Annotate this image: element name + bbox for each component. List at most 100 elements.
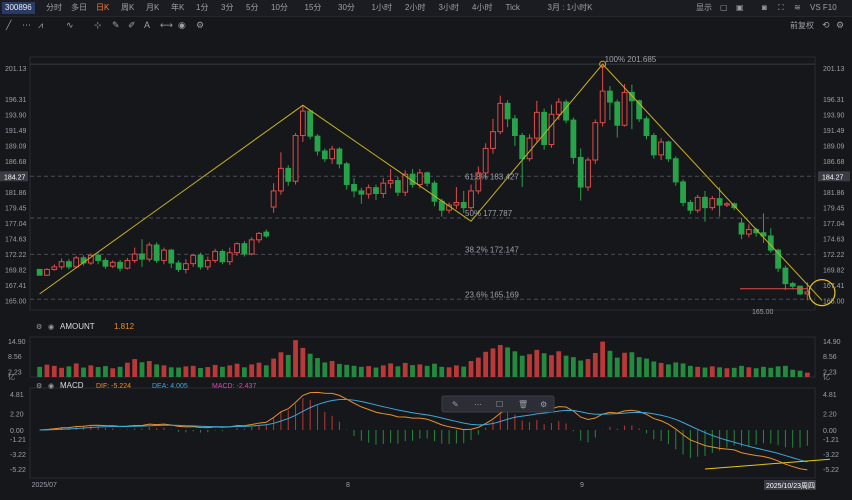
- macd-tick-left: -3.22: [10, 452, 26, 459]
- price-tick-right: 181.86: [823, 190, 845, 197]
- settings-icon[interactable]: ⚙: [836, 20, 845, 30]
- macd-dif-label: DIF: -5.224: [96, 383, 131, 390]
- fib-label: 100% 201.685: [605, 55, 657, 64]
- display-label[interactable]: 显示: [696, 3, 712, 12]
- measure-icon[interactable]: ⟷: [160, 20, 173, 30]
- amount-bar: [658, 362, 664, 377]
- candle-body: [373, 187, 379, 194]
- amount-bar: [483, 351, 489, 377]
- candle-body: [607, 90, 613, 103]
- timeframe-tab[interactable]: 月K: [146, 3, 160, 12]
- macd-tick-left: 4.81: [10, 392, 24, 399]
- macd-dea-label: DEA: 4.005: [152, 383, 188, 390]
- layout-icon[interactable]: ▣: [736, 3, 744, 12]
- macd-trend-line: [704, 458, 831, 470]
- amount-bar: [695, 366, 701, 377]
- amount-bar: [804, 372, 810, 377]
- text-icon[interactable]: A: [144, 20, 151, 30]
- timeframe-tab[interactable]: 15分: [304, 3, 322, 12]
- window-icon[interactable]: ▢: [720, 3, 728, 12]
- candle-body: [58, 261, 65, 268]
- candle-body: [175, 262, 182, 270]
- brush-icon[interactable]: ✐: [128, 20, 136, 30]
- refresh-icon[interactable]: ⟲: [822, 20, 830, 30]
- timeframe-tab[interactable]: 4小时: [472, 3, 493, 12]
- horizontal-line-icon[interactable]: ⋯: [22, 20, 31, 30]
- camera-icon[interactable]: ◙: [762, 3, 767, 12]
- timeframe-tab[interactable]: 5分: [246, 3, 259, 12]
- current-price-right: 184.27: [822, 174, 844, 181]
- amount-bar: [600, 341, 606, 377]
- amount-bar: [432, 363, 437, 377]
- candle-body: [241, 243, 248, 255]
- eye-icon[interactable]: ◉: [178, 20, 186, 30]
- amount-bar: [622, 352, 627, 377]
- candle-body: [321, 150, 328, 160]
- amount-bar: [337, 363, 342, 377]
- timeframe-tab[interactable]: 周K: [121, 3, 135, 12]
- candle-body: [687, 201, 694, 211]
- candle-body: [724, 203, 730, 206]
- amount-tick-right: 2.23: [823, 370, 837, 377]
- amount-bar: [541, 353, 547, 377]
- timeframe-tab[interactable]: 3分: [221, 3, 234, 12]
- layers-icon[interactable]: ≋: [794, 3, 801, 12]
- floating-tool-icon: ⋯: [474, 400, 482, 409]
- candle-body: [131, 253, 138, 261]
- crosshair-icon[interactable]: ⊹: [94, 20, 102, 30]
- timeframe-tab[interactable]: 分时: [46, 3, 62, 12]
- amount-bar: [168, 367, 174, 377]
- amount-bar: [161, 365, 167, 377]
- candle-body: [182, 263, 189, 270]
- candle-body: [248, 239, 255, 255]
- adjust-label[interactable]: 前复权: [790, 21, 814, 30]
- amount-bar: [651, 361, 657, 377]
- timeframe-tab[interactable]: 3月 : 1小时K: [547, 3, 593, 12]
- price-tick-right: 189.09: [823, 143, 845, 150]
- candle-body: [738, 222, 745, 235]
- macd-floating-toolbar: [441, 395, 555, 413]
- price-tick-right: 174.63: [823, 236, 845, 243]
- amount-bar: [307, 353, 313, 377]
- candle-body: [533, 111, 540, 139]
- candle-body: [190, 254, 197, 265]
- amount-panel: [29, 336, 816, 378]
- amount-bar: [629, 352, 635, 377]
- timeframe-tab[interactable]: 1分: [196, 3, 209, 12]
- candle-body: [519, 135, 526, 160]
- right-tags[interactable]: VS F10: [810, 3, 837, 12]
- timeframe-tab[interactable]: 3小时: [438, 3, 459, 12]
- candle-body: [599, 90, 606, 124]
- candle-body: [658, 141, 665, 156]
- candle-body: [329, 148, 336, 160]
- candle-body: [66, 261, 72, 268]
- amount-bar: [139, 362, 145, 377]
- timeframe-tab[interactable]: 30分: [338, 3, 355, 12]
- amount-bar: [585, 359, 591, 377]
- pen-icon[interactable]: ✎: [112, 20, 120, 30]
- timeframe-tab[interactable]: 1小时: [371, 3, 392, 12]
- amount-bar: [402, 362, 408, 377]
- amount-bar: [519, 355, 525, 377]
- stock-code[interactable]: 300896: [2, 2, 35, 14]
- amount-bar: [271, 358, 277, 377]
- candle-body: [643, 118, 650, 137]
- candle-body: [109, 261, 116, 267]
- macd-tick-right: -3.22: [823, 452, 839, 459]
- timeframe-tab[interactable]: 年K: [171, 3, 185, 12]
- candle-body: [219, 250, 226, 263]
- gear-icon[interactable]: ⚙: [196, 20, 205, 30]
- wave-icon[interactable]: ∿: [66, 20, 74, 30]
- draw-line-icon[interactable]: ╱: [6, 20, 12, 30]
- timeframe-tab[interactable]: 多日: [71, 3, 87, 12]
- channel-icon[interactable]: ⩘: [38, 20, 44, 30]
- amount-tick-left: 2.23: [8, 370, 22, 377]
- timeframe-tab[interactable]: 10分: [271, 3, 288, 12]
- macd-tick-right: -1.21: [823, 437, 839, 444]
- expand-icon[interactable]: ⛶: [778, 3, 784, 12]
- candle-body: [475, 172, 482, 192]
- timeframe-tab[interactable]: 2小时: [405, 3, 426, 12]
- timeframe-tab[interactable]: Tick: [505, 3, 520, 12]
- timeframe-tab[interactable]: 日K: [96, 3, 110, 12]
